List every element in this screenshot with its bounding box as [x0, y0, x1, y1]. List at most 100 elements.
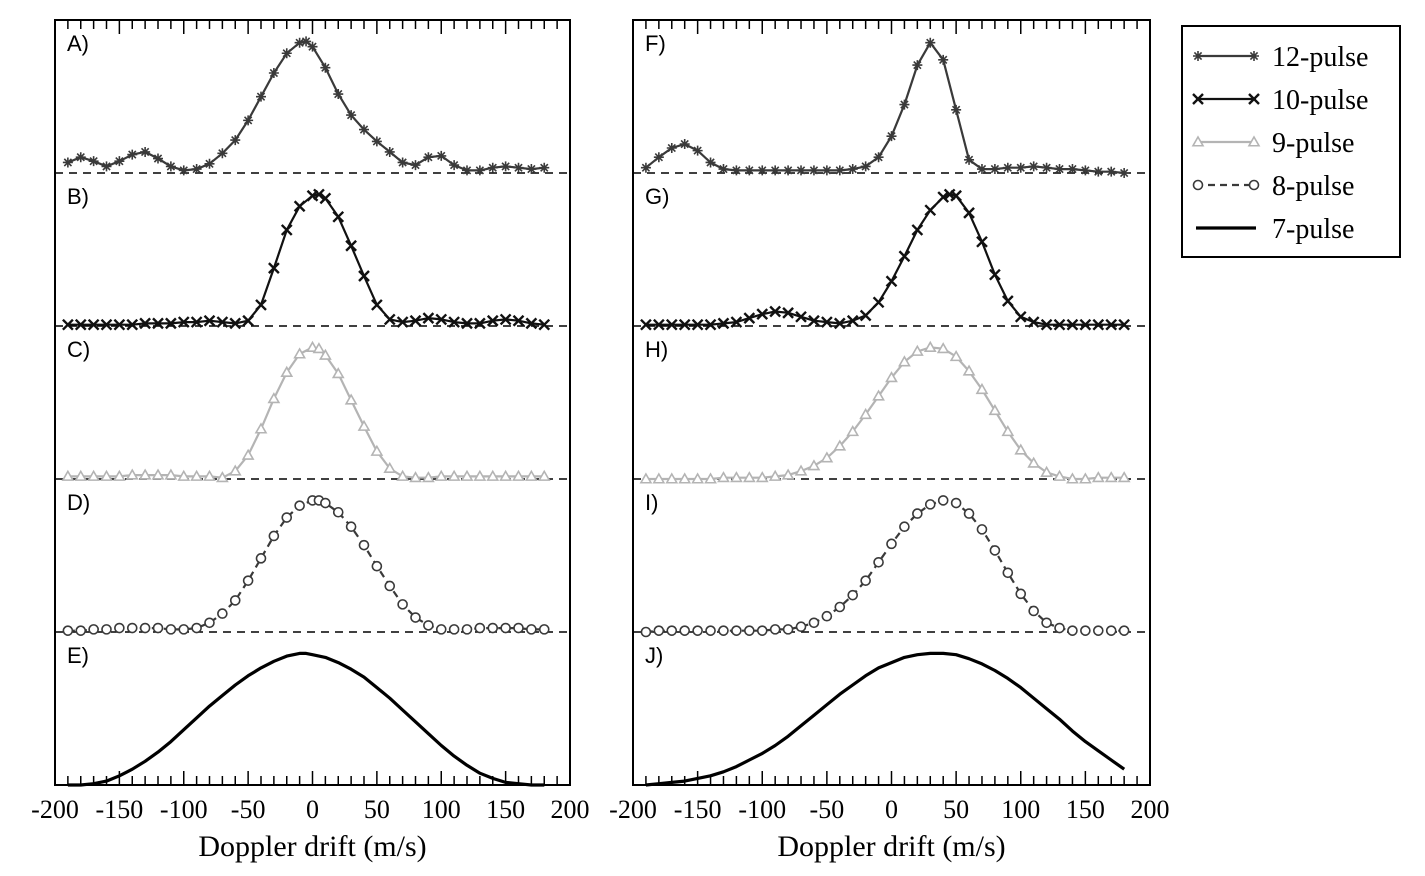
data-point — [229, 317, 242, 330]
data-point — [665, 472, 679, 484]
data-point — [1040, 318, 1053, 331]
legend-marker — [1192, 93, 1204, 105]
data-point — [912, 60, 923, 71]
data-point — [639, 472, 653, 484]
data-point — [860, 575, 871, 586]
legend-label: 7-pulse — [1272, 214, 1354, 245]
data-point — [860, 161, 871, 172]
data-point — [950, 497, 962, 509]
legend-marker — [1191, 135, 1205, 147]
data-point — [899, 521, 910, 533]
data-point — [924, 204, 937, 217]
data-point — [216, 316, 229, 328]
data-point — [151, 468, 165, 480]
data-point — [1002, 162, 1013, 173]
data-point — [101, 161, 112, 172]
data-point — [705, 157, 716, 168]
panel-label: D) — [67, 490, 90, 515]
panel-label: F) — [645, 31, 666, 56]
series-line-9-pulse — [67, 346, 545, 479]
panel-label: G) — [645, 184, 669, 209]
data-point — [313, 188, 325, 201]
data-point — [1119, 168, 1130, 178]
data-point — [409, 314, 422, 327]
data-point — [949, 350, 963, 362]
data-point — [512, 469, 525, 481]
data-point — [1079, 472, 1092, 484]
data-point — [203, 314, 216, 327]
x-tick-label: -200 — [609, 795, 657, 824]
data-point — [782, 306, 794, 319]
data-point — [358, 539, 370, 551]
data-point — [988, 403, 1002, 416]
data-point — [898, 355, 911, 367]
data-point — [730, 316, 743, 328]
data-point — [1080, 625, 1091, 636]
data-point — [912, 508, 923, 519]
data-point — [1041, 162, 1052, 173]
data-point — [434, 469, 448, 481]
data-point — [165, 161, 176, 172]
panel-f: F) — [633, 31, 1150, 178]
data-point — [526, 624, 537, 635]
data-point — [679, 625, 691, 636]
data-point — [743, 312, 756, 324]
data-point — [730, 471, 743, 483]
data-point — [126, 318, 139, 331]
data-point — [691, 318, 704, 331]
data-point — [500, 622, 511, 634]
data-point — [62, 625, 74, 636]
data-point — [254, 422, 268, 434]
data-point — [61, 469, 75, 481]
data-point — [332, 506, 344, 518]
data-point — [191, 622, 202, 634]
data-point — [1093, 166, 1104, 177]
panel-b: B) — [55, 184, 570, 331]
panel-label: B) — [67, 184, 89, 209]
x-tick-label: 150 — [1066, 795, 1105, 824]
data-point — [859, 407, 873, 420]
panel-c: C) — [55, 337, 570, 483]
x-tick-label: -150 — [96, 795, 144, 824]
data-point — [256, 91, 266, 102]
data-point — [911, 224, 924, 236]
data-point — [88, 156, 99, 167]
data-point — [796, 165, 807, 176]
data-point — [100, 469, 113, 481]
data-point — [1041, 617, 1052, 629]
data-point — [267, 392, 281, 404]
series-line-8-pulse — [645, 499, 1125, 634]
data-point — [783, 165, 794, 176]
x-tick-label: 200 — [1131, 795, 1170, 824]
data-point — [821, 316, 833, 328]
data-point — [885, 371, 898, 383]
data-point — [217, 148, 228, 159]
data-point — [846, 425, 860, 437]
data-point — [423, 620, 434, 631]
data-point — [396, 316, 409, 328]
data-point — [74, 469, 88, 481]
data-point — [910, 344, 924, 356]
data-point — [410, 160, 421, 171]
data-point — [178, 165, 189, 176]
data-point — [755, 471, 769, 483]
data-point — [474, 317, 486, 330]
plot-frame — [54, 19, 571, 786]
data-point — [937, 495, 949, 506]
data-point — [718, 625, 729, 636]
data-point — [808, 314, 820, 327]
legend-marker — [1249, 51, 1259, 61]
data-point — [833, 317, 846, 330]
series-line-9-pulse — [645, 346, 1125, 481]
legend-entry: 10-pulse — [1192, 85, 1368, 116]
data-point — [114, 156, 125, 167]
data-point — [1014, 310, 1027, 323]
data-point — [228, 464, 242, 476]
data-point — [281, 48, 292, 59]
data-point — [640, 626, 652, 638]
data-point — [280, 365, 294, 377]
data-point — [448, 624, 460, 635]
data-point — [1053, 318, 1066, 331]
x-tick-label: -50 — [231, 795, 266, 824]
series-line-12-pulse — [67, 40, 545, 172]
